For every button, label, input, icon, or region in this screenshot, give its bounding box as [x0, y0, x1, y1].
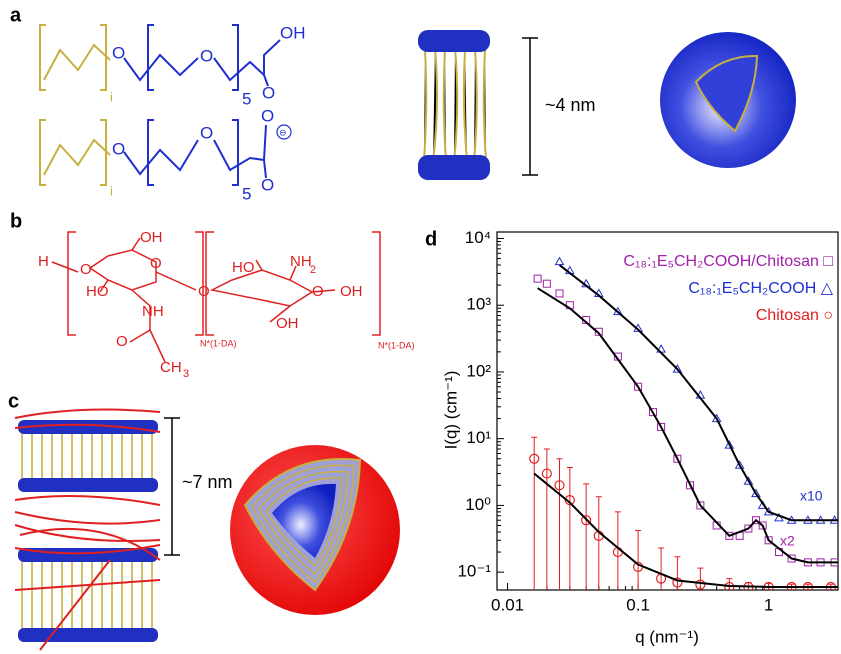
atom: HO — [86, 283, 109, 300]
atom: OH — [276, 315, 299, 332]
scale-bar — [522, 38, 538, 175]
atom: O — [116, 333, 128, 350]
y-tick-label: 10³ — [466, 295, 491, 314]
marker — [543, 280, 550, 287]
subscript: i — [110, 89, 113, 104]
atom: OH — [280, 23, 306, 42]
atom: O — [262, 83, 275, 102]
panel-label: c — [8, 390, 19, 412]
subscript: 3 — [183, 368, 189, 380]
charge: ⊖ — [279, 127, 287, 137]
y-tick-label: 10⁰ — [465, 495, 491, 514]
subscript: N*(1-DA) — [200, 338, 237, 348]
subscript: 5 — [242, 89, 251, 108]
fit-line — [534, 474, 838, 587]
x-tick-label: 0.1 — [626, 595, 650, 614]
annotation: x10 — [800, 488, 823, 504]
scale-label: ~7 nm — [182, 472, 233, 492]
subscript: 5 — [242, 184, 251, 203]
multilayer-c — [15, 410, 160, 650]
annotation: x2 — [780, 533, 795, 549]
atom: OH — [140, 229, 163, 246]
y-tick-label: 10⁻¹ — [457, 562, 491, 581]
marker — [556, 258, 564, 265]
structure-a — [40, 25, 291, 185]
atom: O — [150, 255, 162, 272]
marker — [556, 290, 563, 297]
figure: a O OH i 5 O O O O i 5 O O ⊖ ~4 nm b — [0, 0, 841, 654]
panel-label: d — [425, 228, 437, 250]
scale-label: ~4 nm — [545, 95, 596, 115]
atom: O — [198, 283, 210, 300]
fit-line — [560, 265, 838, 520]
atom: H — [38, 253, 49, 270]
plot: 0.01 0.1 1 10⁻¹ 10⁰ 10¹ 10² 10³ 10⁴ C₁₈:₁E₅CH₂COO… — [457, 228, 838, 627]
y-axis-label: I(q) (cm⁻¹) — [441, 371, 460, 450]
scale-bar — [164, 418, 180, 555]
atom: O — [200, 46, 213, 65]
x-tick-label: 1 — [764, 595, 773, 614]
x-axis-label: q (nm⁻¹) — [635, 627, 699, 646]
atom: O — [261, 106, 274, 125]
atom: NH — [142, 303, 164, 320]
y-tick-label: 10² — [466, 361, 491, 380]
panel-label: b — [10, 210, 22, 232]
legend-label: Chitosan ○ — [756, 307, 833, 324]
panel-label: a — [10, 4, 22, 26]
atom: HO — [232, 259, 255, 276]
atom: O — [312, 283, 324, 300]
atom: O — [112, 139, 125, 158]
atom: NH — [290, 253, 312, 270]
marker — [534, 275, 541, 282]
y-tick-label: 10¹ — [466, 428, 491, 447]
y-tick-label: 10⁴ — [465, 228, 491, 247]
legend-label: C₁₈:₁E₅CH₂COOH/Chitosan □ — [623, 253, 833, 270]
x-tick-label: 0.01 — [491, 595, 524, 614]
atom: O — [112, 43, 125, 62]
atom: OH — [340, 283, 363, 300]
page: a O OH i 5 O O O O i 5 O O ⊖ ~4 nm b — [0, 0, 841, 654]
subscript: i — [110, 183, 113, 198]
subscript: 2 — [310, 264, 316, 276]
atom: O — [261, 175, 274, 194]
atom: O — [200, 123, 213, 142]
legend-label: C₁₈:₁E₅CH₂COOH △ — [688, 280, 833, 297]
atom: CH — [160, 359, 182, 376]
fit-line — [538, 288, 838, 562]
subscript: N*(1-DA) — [378, 340, 415, 350]
bilayer-a — [418, 30, 490, 180]
atom: O — [80, 261, 92, 278]
